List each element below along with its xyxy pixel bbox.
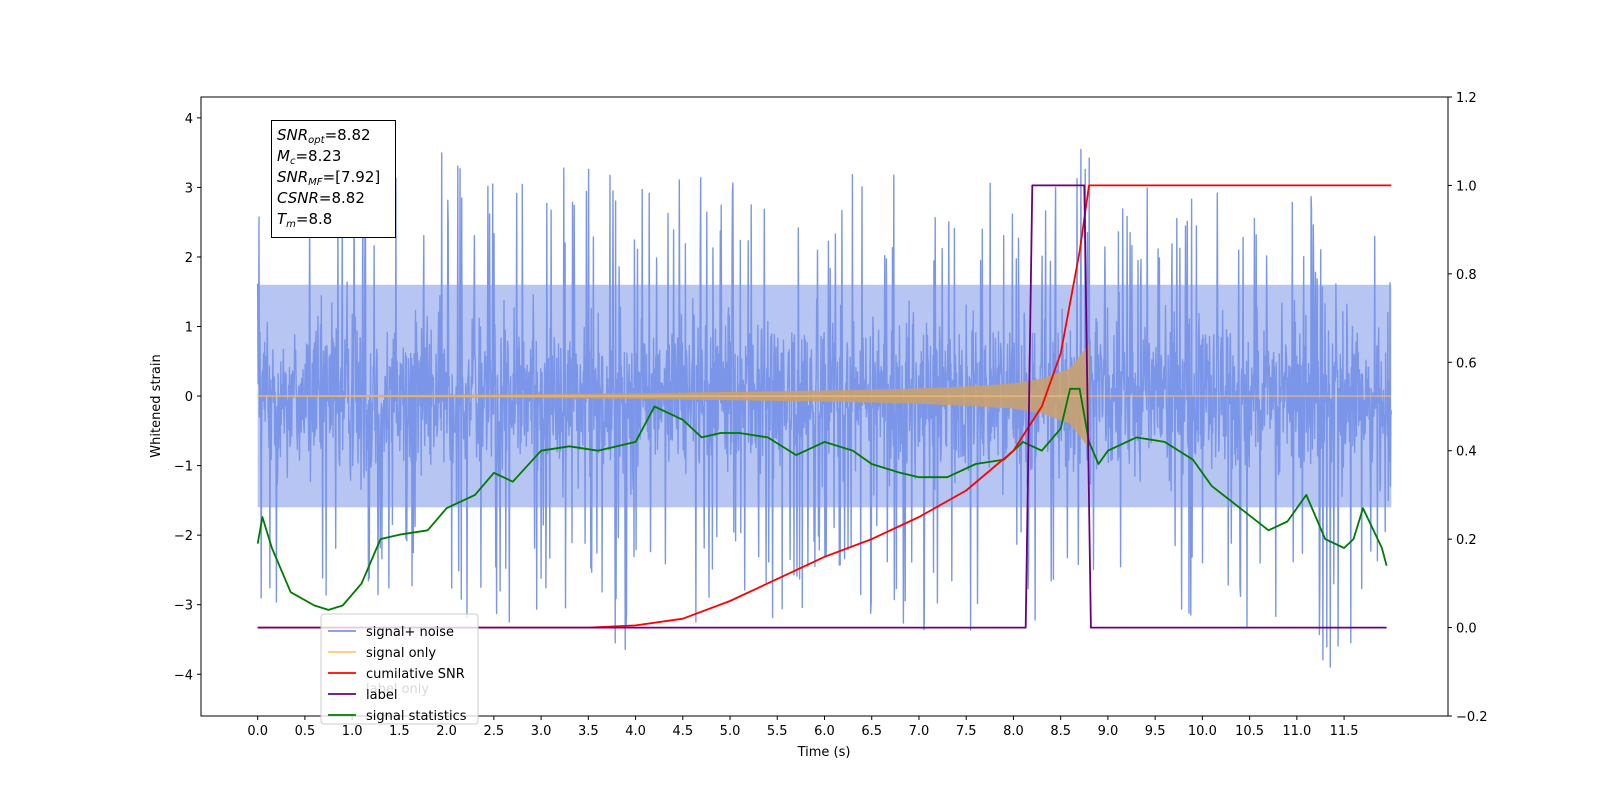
y2-tick-label: −0.2	[1456, 710, 1488, 725]
x-tick-label: 10.5	[1235, 724, 1264, 739]
annotation-mc: Mc=8.23	[277, 147, 342, 167]
x-tick-label: 4.5	[672, 724, 693, 739]
y2-tick-label: 0.4	[1456, 445, 1477, 460]
y-tick-label: 4	[185, 112, 193, 127]
legend: label only signal+ noise signal only cumil…	[320, 613, 479, 725]
legend-label: signal only	[366, 646, 436, 661]
y-tick-label: −3	[174, 599, 193, 614]
x-tick-label: 11.5	[1330, 724, 1359, 739]
y2-tick-label: 0.2	[1456, 533, 1477, 548]
x-tick-label: 8.0	[1003, 724, 1024, 739]
series-cumulative-snr	[257, 184, 1392, 629]
x-tick-label: 9.0	[1098, 724, 1119, 739]
y2-tick-label: 0.0	[1456, 622, 1477, 637]
annotation-csnr: CSNR=8.82	[277, 189, 365, 207]
y2-tick-label: 0.6	[1456, 356, 1477, 371]
annotation-tm: Tm=8.8	[277, 210, 333, 230]
x-axis-label: Time (s)	[797, 745, 851, 760]
y-tick-label: −2	[174, 529, 193, 544]
x-tick-label: 2.0	[436, 724, 457, 739]
x-tick-label: 1.5	[389, 724, 410, 739]
x-tick-label: 4.0	[625, 724, 646, 739]
annotation-box: SNRopt=8.82 Mc=8.23 SNRMF=[7.92] CSNR=8.…	[271, 120, 396, 238]
x-tick-label: 5.0	[720, 724, 741, 739]
x-tick-label: 0.5	[295, 724, 316, 739]
x-tick-label: 2.5	[484, 724, 505, 739]
x-tick-label: 8.5	[1050, 724, 1071, 739]
y-tick-label: 2	[185, 251, 193, 266]
y-axis-right: 1.2 1.0 0.8 0.6 0.4 0.2 0.0 −0.2	[1448, 91, 1488, 725]
legend-hidden-text: label only	[366, 682, 429, 697]
y-axis-label: Whitened strain	[149, 354, 164, 457]
legend-label: signal+ noise	[366, 625, 454, 640]
y2-tick-label: 1.0	[1456, 179, 1477, 194]
y-tick-label: 3	[185, 181, 193, 196]
legend-label: signal statistics	[366, 709, 467, 724]
x-tick-label: 7.0	[909, 724, 930, 739]
x-tick-label: 3.5	[578, 724, 599, 739]
x-tick-label: 3.0	[531, 724, 552, 739]
y2-tick-label: 1.2	[1456, 91, 1477, 106]
x-tick-label: 7.5	[956, 724, 977, 739]
annotation-snr-mf: SNRMF=[7.92]	[277, 168, 381, 188]
annotation-snr-opt: SNRopt=8.82	[277, 126, 371, 146]
legend-label: label	[366, 688, 397, 703]
series-signal-statistics	[256, 387, 1388, 611]
x-tick-label: 0.0	[247, 724, 268, 739]
x-tick-label: 6.0	[814, 724, 835, 739]
x-tick-label: 10.0	[1188, 724, 1217, 739]
y-tick-label: 1	[185, 321, 193, 336]
y-tick-label: −1	[174, 460, 193, 475]
y-axis-left: 4 3 2 1 0 −1 −2 −3 −4	[174, 112, 201, 683]
x-tick-label: 5.5	[767, 724, 788, 739]
x-tick-label: 6.5	[861, 724, 882, 739]
legend-box	[320, 613, 479, 725]
y2-tick-label: 0.8	[1456, 268, 1477, 283]
legend-label: cumilative SNR	[366, 667, 465, 682]
x-tick-label: 9.5	[1145, 724, 1166, 739]
plot-series-group	[256, 148, 1392, 668]
x-tick-label: 11.0	[1282, 724, 1311, 739]
y-tick-label: −4	[174, 668, 193, 683]
x-axis: 0.0 0.5 1.0 1.5 2.0 2.5 3.0 3.5 4.0 4.5 5.0 5.5 6.0 6…	[247, 716, 1359, 739]
series-label	[257, 184, 1387, 629]
x-tick-label: 1.0	[342, 724, 363, 739]
y-tick-label: 0	[185, 390, 193, 405]
